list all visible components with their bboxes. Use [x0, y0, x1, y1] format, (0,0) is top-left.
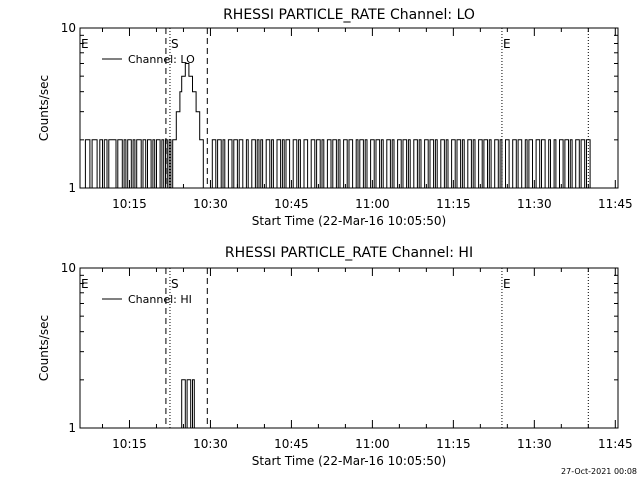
chart-0-y-axis-label: Counts/sec [37, 75, 51, 141]
chart-0-legend-label: Channel: LO [128, 53, 195, 66]
chart-1-x-tick-label: 11:00 [355, 437, 390, 451]
chart-0-y-tick-label: 1 [68, 181, 76, 195]
chart-0-x-tick-label: 11:15 [436, 197, 471, 211]
chart-1-y-axis-label: Counts/sec [37, 315, 51, 381]
chart-1-y-tick-label: 10 [61, 261, 76, 275]
chart-1-marker-label: E [81, 277, 89, 291]
chart-1-x-axis-label: Start Time (22-Mar-16 10:05:50) [252, 454, 446, 468]
chart-1-y-tick-label: 1 [68, 421, 76, 435]
chart-1-title: RHESSI PARTICLE_RATE Channel: HI [225, 245, 473, 261]
chart-0-x-tick-label: 11:30 [517, 197, 552, 211]
chart-0-marker-label: E [81, 37, 89, 51]
chart-0-y-tick-label: 10 [61, 21, 76, 35]
chart-1-marker-label: S [171, 277, 179, 291]
chart-0-x-tick-label: 11:00 [355, 197, 390, 211]
chart-1-x-tick-label: 11:15 [436, 437, 471, 451]
panel-lo: RHESSI PARTICLE_RATE Channel: LO Counts/s… [37, 7, 633, 228]
chart-0-x-tick-label: 11:45 [598, 197, 633, 211]
chart-1-series-line-0 [172, 379, 195, 429]
chart-0-x-tick-label: 10:15 [112, 197, 147, 211]
chart-0-x-tick-label: 10:45 [274, 197, 309, 211]
chart-1-marker-label: E [503, 277, 511, 291]
chart-1-x-tick-label: 10:45 [274, 437, 309, 451]
chart-1-x-tick-label: 10:30 [193, 437, 228, 451]
footer-timestamp: 27-Oct-2021 00:08 [561, 467, 637, 476]
panel-hi: RHESSI PARTICLE_RATE Channel: HI Counts/s… [37, 245, 633, 468]
chart-0-series-line-0 [82, 63, 591, 189]
chart-0-marker-label: E [503, 37, 511, 51]
chart-0-title: RHESSI PARTICLE_RATE Channel: LO [223, 7, 475, 23]
chart-0-x-axis-label: Start Time (22-Mar-16 10:05:50) [252, 214, 446, 228]
chart-1-legend-label: Channel: HI [128, 293, 192, 306]
chart-1-x-tick-label: 10:15 [112, 437, 147, 451]
chart-0-marker-label: S [171, 37, 179, 51]
chart-1-x-tick-label: 11:30 [517, 437, 552, 451]
chart-1-x-tick-label: 11:45 [598, 437, 633, 451]
chart-0-x-tick-label: 10:30 [193, 197, 228, 211]
chart-1-plot-frame [79, 267, 619, 429]
